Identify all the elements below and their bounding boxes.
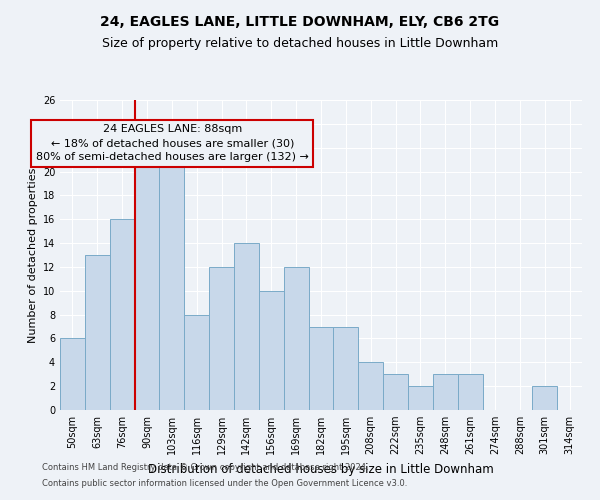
Bar (308, 326, 334, 410)
Bar (383, 374, 408, 410)
Y-axis label: Number of detached properties: Number of detached properties (28, 168, 38, 342)
Bar (284, 267, 308, 410)
Text: Contains public sector information licensed under the Open Government Licence v3: Contains public sector information licen… (42, 478, 407, 488)
Bar (458, 374, 482, 410)
Bar (532, 386, 557, 410)
Bar (358, 362, 383, 410)
X-axis label: Distribution of detached houses by size in Little Downham: Distribution of detached houses by size … (148, 462, 494, 475)
Text: Contains HM Land Registry data © Crown copyright and database right 2024.: Contains HM Land Registry data © Crown c… (42, 464, 368, 472)
Text: Size of property relative to detached houses in Little Downham: Size of property relative to detached ho… (102, 38, 498, 51)
Text: 24 EAGLES LANE: 88sqm
← 18% of detached houses are smaller (30)
80% of semi-deta: 24 EAGLES LANE: 88sqm ← 18% of detached … (36, 124, 308, 162)
Bar (259, 291, 284, 410)
Bar (160, 148, 184, 410)
Bar (334, 326, 358, 410)
Text: 24, EAGLES LANE, LITTLE DOWNHAM, ELY, CB6 2TG: 24, EAGLES LANE, LITTLE DOWNHAM, ELY, CB… (100, 15, 500, 29)
Bar (234, 243, 259, 410)
Bar (60, 338, 85, 410)
Bar (184, 314, 209, 410)
Bar (433, 374, 458, 410)
Bar (110, 219, 134, 410)
Bar (408, 386, 433, 410)
Bar (134, 160, 160, 410)
Bar (209, 267, 234, 410)
Bar (85, 255, 110, 410)
